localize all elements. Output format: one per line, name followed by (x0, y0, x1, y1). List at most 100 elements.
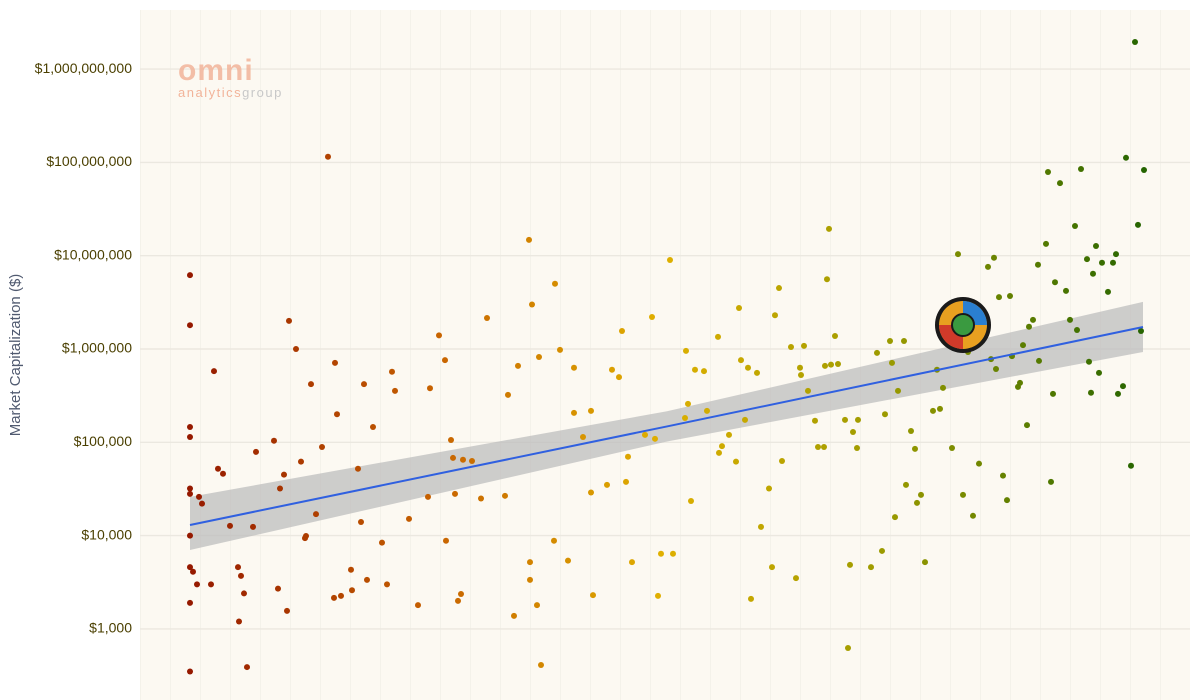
point (1057, 180, 1063, 187)
logo-text: analyticsgroup (178, 85, 283, 100)
point (452, 490, 458, 497)
point (667, 256, 673, 263)
point (758, 523, 764, 530)
point (1048, 478, 1054, 485)
point (208, 581, 214, 588)
point (187, 423, 193, 430)
point (845, 644, 851, 651)
point (450, 454, 456, 461)
point (874, 349, 880, 356)
medallion-center (951, 313, 975, 337)
point (1115, 390, 1121, 397)
point (235, 564, 241, 571)
point (215, 465, 221, 472)
point (903, 481, 909, 488)
point (1141, 166, 1147, 173)
point (284, 607, 290, 614)
point (196, 493, 202, 500)
logo-mark: omni (178, 54, 254, 87)
point (427, 385, 433, 392)
y-tick-label: $100,000 (74, 433, 133, 449)
point (384, 581, 390, 588)
point (822, 362, 828, 369)
point (389, 368, 395, 375)
point (922, 559, 928, 566)
point (824, 276, 830, 283)
point (625, 453, 631, 460)
point (1138, 327, 1144, 334)
point (187, 322, 193, 329)
point (1110, 259, 1116, 266)
point (565, 557, 571, 564)
point (960, 491, 966, 498)
point (448, 436, 454, 443)
point (436, 332, 442, 339)
point (1084, 256, 1090, 263)
point (244, 664, 250, 671)
point (1088, 389, 1094, 396)
point (976, 460, 982, 467)
point (850, 428, 856, 435)
point (364, 576, 370, 583)
point (392, 387, 398, 394)
point (629, 559, 635, 566)
point (187, 532, 193, 539)
point (970, 512, 976, 519)
point (199, 500, 205, 507)
y-tick-label: $10,000,000 (54, 246, 132, 262)
logo: omni analyticsgroup (178, 54, 283, 101)
point (277, 485, 283, 492)
point (826, 225, 832, 232)
point (658, 550, 664, 557)
point (331, 594, 337, 601)
point (879, 547, 885, 554)
point (798, 371, 804, 378)
point (502, 492, 508, 499)
point (908, 428, 914, 435)
point (887, 337, 893, 344)
point (1017, 379, 1023, 386)
point (332, 359, 338, 366)
point (772, 312, 778, 319)
point (536, 354, 542, 361)
point (821, 444, 827, 451)
point (1086, 358, 1092, 365)
y-axis-label: Market Capitalization ($) (7, 274, 24, 437)
point (623, 478, 629, 485)
point (551, 537, 557, 544)
point (619, 327, 625, 334)
point (1043, 240, 1049, 247)
point (742, 416, 748, 423)
point (1099, 259, 1105, 266)
point (701, 368, 707, 375)
point (776, 285, 782, 292)
point (187, 433, 193, 440)
points-layer (187, 39, 1147, 675)
point (319, 444, 325, 451)
medallion-icon (935, 297, 991, 353)
point (1050, 390, 1056, 397)
point (779, 458, 785, 465)
point (1132, 39, 1138, 46)
point (930, 407, 936, 414)
point (187, 564, 193, 571)
point (1135, 221, 1141, 228)
point (1024, 422, 1030, 429)
point (769, 564, 775, 571)
point (538, 662, 544, 669)
point (293, 346, 299, 353)
point (370, 423, 376, 430)
point (571, 409, 577, 416)
point (361, 381, 367, 388)
point (716, 449, 722, 456)
point (1020, 342, 1026, 349)
y-tick-label: $1,000 (89, 620, 132, 636)
point (303, 533, 309, 540)
point (892, 514, 898, 521)
point (187, 490, 193, 497)
point (313, 511, 319, 518)
point (334, 411, 340, 418)
point (991, 254, 997, 261)
point (458, 590, 464, 597)
